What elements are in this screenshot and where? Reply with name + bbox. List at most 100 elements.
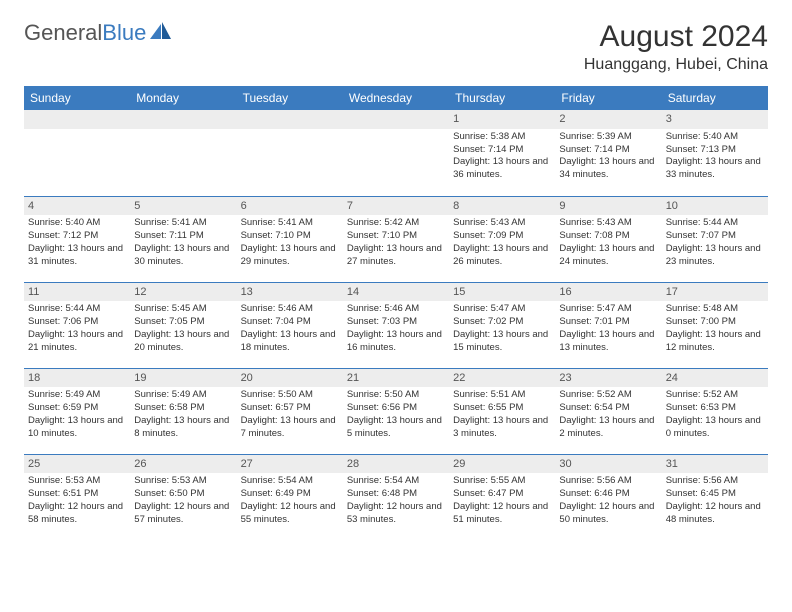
daylight-line: Daylight: 13 hours and 29 minutes. <box>241 243 339 269</box>
daylight-line: Daylight: 12 hours and 51 minutes. <box>453 501 551 527</box>
day-number: 4 <box>24 197 130 216</box>
sunset-line: Sunset: 6:54 PM <box>559 402 657 415</box>
daylight-line: Daylight: 13 hours and 18 minutes. <box>241 329 339 355</box>
sunrise-line: Sunrise: 5:40 AM <box>28 217 126 230</box>
sunset-line: Sunset: 6:58 PM <box>134 402 232 415</box>
calendar-cell: 20Sunrise: 5:50 AMSunset: 6:57 PMDayligh… <box>237 368 343 454</box>
day-content: Sunrise: 5:39 AMSunset: 7:14 PMDaylight:… <box>555 129 661 186</box>
sunrise-line: Sunrise: 5:41 AM <box>134 217 232 230</box>
calendar-row: 1Sunrise: 5:38 AMSunset: 7:14 PMDaylight… <box>24 110 768 196</box>
day-number: 18 <box>24 369 130 388</box>
day-number: 29 <box>449 455 555 474</box>
calendar-cell: 11Sunrise: 5:44 AMSunset: 7:06 PMDayligh… <box>24 282 130 368</box>
daylight-line: Daylight: 12 hours and 48 minutes. <box>666 501 764 527</box>
day-content: Sunrise: 5:53 AMSunset: 6:51 PMDaylight:… <box>24 473 130 530</box>
sunset-line: Sunset: 6:51 PM <box>28 488 126 501</box>
day-number: 19 <box>130 369 236 388</box>
calendar-cell <box>24 110 130 196</box>
day-content <box>237 129 343 135</box>
day-number: 28 <box>343 455 449 474</box>
daylight-line: Daylight: 12 hours and 58 minutes. <box>28 501 126 527</box>
sunset-line: Sunset: 7:12 PM <box>28 230 126 243</box>
day-number: 17 <box>662 283 768 302</box>
calendar-cell: 6Sunrise: 5:41 AMSunset: 7:10 PMDaylight… <box>237 196 343 282</box>
calendar-cell: 26Sunrise: 5:53 AMSunset: 6:50 PMDayligh… <box>130 454 236 540</box>
sunrise-line: Sunrise: 5:46 AM <box>347 303 445 316</box>
location: Huanggang, Hubei, China <box>584 56 768 74</box>
sunrise-line: Sunrise: 5:44 AM <box>666 217 764 230</box>
daylight-line: Daylight: 13 hours and 24 minutes. <box>559 243 657 269</box>
calendar-cell: 3Sunrise: 5:40 AMSunset: 7:13 PMDaylight… <box>662 110 768 196</box>
sunrise-line: Sunrise: 5:50 AM <box>347 389 445 402</box>
calendar-cell: 17Sunrise: 5:48 AMSunset: 7:00 PMDayligh… <box>662 282 768 368</box>
daylight-line: Daylight: 13 hours and 26 minutes. <box>453 243 551 269</box>
calendar-cell: 9Sunrise: 5:43 AMSunset: 7:08 PMDaylight… <box>555 196 661 282</box>
calendar-cell: 16Sunrise: 5:47 AMSunset: 7:01 PMDayligh… <box>555 282 661 368</box>
sunset-line: Sunset: 7:05 PM <box>134 316 232 329</box>
sunset-line: Sunset: 6:47 PM <box>453 488 551 501</box>
day-content: Sunrise: 5:56 AMSunset: 6:46 PMDaylight:… <box>555 473 661 530</box>
daylight-line: Daylight: 13 hours and 7 minutes. <box>241 415 339 441</box>
sunrise-line: Sunrise: 5:51 AM <box>453 389 551 402</box>
day-content: Sunrise: 5:52 AMSunset: 6:53 PMDaylight:… <box>662 387 768 444</box>
day-number: 1 <box>449 110 555 129</box>
calendar-cell: 15Sunrise: 5:47 AMSunset: 7:02 PMDayligh… <box>449 282 555 368</box>
sunset-line: Sunset: 7:00 PM <box>666 316 764 329</box>
daylight-line: Daylight: 13 hours and 31 minutes. <box>28 243 126 269</box>
day-number: 30 <box>555 455 661 474</box>
day-number <box>24 110 130 129</box>
day-content: Sunrise: 5:44 AMSunset: 7:06 PMDaylight:… <box>24 301 130 358</box>
calendar-cell: 31Sunrise: 5:56 AMSunset: 6:45 PMDayligh… <box>662 454 768 540</box>
month-title: August 2024 <box>584 20 768 54</box>
sunset-line: Sunset: 7:09 PM <box>453 230 551 243</box>
calendar-row: 25Sunrise: 5:53 AMSunset: 6:51 PMDayligh… <box>24 454 768 540</box>
calendar-row: 4Sunrise: 5:40 AMSunset: 7:12 PMDaylight… <box>24 196 768 282</box>
calendar-cell: 7Sunrise: 5:42 AMSunset: 7:10 PMDaylight… <box>343 196 449 282</box>
day-content: Sunrise: 5:43 AMSunset: 7:09 PMDaylight:… <box>449 215 555 272</box>
sunset-line: Sunset: 7:14 PM <box>453 144 551 157</box>
sunset-line: Sunset: 6:56 PM <box>347 402 445 415</box>
calendar-cell: 1Sunrise: 5:38 AMSunset: 7:14 PMDaylight… <box>449 110 555 196</box>
calendar-table: SundayMondayTuesdayWednesdayThursdayFrid… <box>24 86 768 540</box>
day-content: Sunrise: 5:41 AMSunset: 7:10 PMDaylight:… <box>237 215 343 272</box>
day-number: 22 <box>449 369 555 388</box>
sunset-line: Sunset: 7:08 PM <box>559 230 657 243</box>
calendar-cell: 10Sunrise: 5:44 AMSunset: 7:07 PMDayligh… <box>662 196 768 282</box>
calendar-cell: 13Sunrise: 5:46 AMSunset: 7:04 PMDayligh… <box>237 282 343 368</box>
day-number <box>130 110 236 129</box>
calendar-cell: 5Sunrise: 5:41 AMSunset: 7:11 PMDaylight… <box>130 196 236 282</box>
daylight-line: Daylight: 13 hours and 27 minutes. <box>347 243 445 269</box>
sunrise-line: Sunrise: 5:46 AM <box>241 303 339 316</box>
day-content: Sunrise: 5:49 AMSunset: 6:58 PMDaylight:… <box>130 387 236 444</box>
day-number <box>343 110 449 129</box>
day-number: 21 <box>343 369 449 388</box>
day-content: Sunrise: 5:50 AMSunset: 6:57 PMDaylight:… <box>237 387 343 444</box>
day-number <box>237 110 343 129</box>
logo-part1: General <box>24 20 102 45</box>
sunset-line: Sunset: 6:59 PM <box>28 402 126 415</box>
day-number: 27 <box>237 455 343 474</box>
daylight-line: Daylight: 13 hours and 2 minutes. <box>559 415 657 441</box>
calendar-cell: 21Sunrise: 5:50 AMSunset: 6:56 PMDayligh… <box>343 368 449 454</box>
day-content <box>343 129 449 135</box>
logo-sail-icon <box>150 22 172 45</box>
daylight-line: Daylight: 13 hours and 16 minutes. <box>347 329 445 355</box>
sunset-line: Sunset: 6:46 PM <box>559 488 657 501</box>
sunrise-line: Sunrise: 5:43 AM <box>453 217 551 230</box>
day-content: Sunrise: 5:46 AMSunset: 7:03 PMDaylight:… <box>343 301 449 358</box>
sunrise-line: Sunrise: 5:40 AM <box>666 131 764 144</box>
calendar-body: 1Sunrise: 5:38 AMSunset: 7:14 PMDaylight… <box>24 110 768 540</box>
sunrise-line: Sunrise: 5:54 AM <box>241 475 339 488</box>
day-number: 14 <box>343 283 449 302</box>
calendar-cell: 8Sunrise: 5:43 AMSunset: 7:09 PMDaylight… <box>449 196 555 282</box>
day-number: 3 <box>662 110 768 129</box>
sunrise-line: Sunrise: 5:47 AM <box>453 303 551 316</box>
weekday-header: Tuesday <box>237 86 343 110</box>
sunset-line: Sunset: 7:06 PM <box>28 316 126 329</box>
sunset-line: Sunset: 7:03 PM <box>347 316 445 329</box>
sunrise-line: Sunrise: 5:48 AM <box>666 303 764 316</box>
daylight-line: Daylight: 13 hours and 33 minutes. <box>666 156 764 182</box>
day-content: Sunrise: 5:56 AMSunset: 6:45 PMDaylight:… <box>662 473 768 530</box>
day-number: 8 <box>449 197 555 216</box>
sunset-line: Sunset: 7:14 PM <box>559 144 657 157</box>
